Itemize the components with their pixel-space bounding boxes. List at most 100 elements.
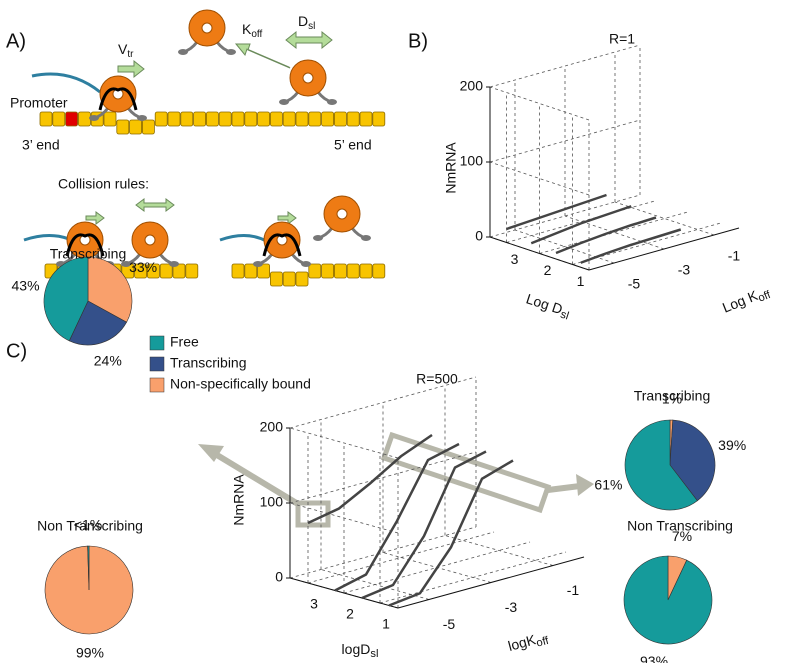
protein-foot [361,235,371,241]
dna-block [372,263,386,279]
arrow-head [576,474,594,496]
data-line [555,216,657,255]
arrow-head [198,444,224,462]
pie-slice [68,300,127,346]
grid-line [307,531,495,584]
dna-block [39,111,53,127]
y-axis-label: NmRNA [443,142,459,194]
legend-swatch [149,335,165,351]
legend-label: Transcribing [170,355,247,371]
label-text: logD [342,641,371,657]
dna-block [103,111,117,127]
label-sub: tr [127,49,134,60]
label-text: D [298,13,308,29]
chart-title: Non Transcribing [37,518,143,534]
dna-block [346,111,360,127]
dna-block [257,263,271,279]
dna-block [231,263,245,279]
dna-block [308,263,322,279]
data-line [388,459,514,607]
dna-block [134,263,148,279]
rna-arc [65,233,105,257]
rna-arc [98,87,138,111]
label-sub: sl [559,309,570,323]
label-text: Log D [524,290,564,317]
label-text: logK [506,631,538,654]
data-line [334,442,460,592]
pie-slice [87,545,90,591]
pie-slice [87,256,133,323]
label-sub: off [535,635,551,650]
z-tick-label: 1 [577,273,585,289]
label-sub: off [251,29,262,40]
legend-swatch [149,377,165,393]
data-line [506,193,607,231]
dna-block [65,111,78,127]
dna-block [359,263,373,279]
legend-label: Free [170,334,199,350]
dna-block [116,119,130,135]
dna-block [180,111,194,127]
x-tick-label: -3 [678,262,691,278]
chart-title: Transcribing [634,388,711,404]
label-sub: sl [308,21,315,32]
protein-foot [89,115,99,121]
grid-line [564,215,665,250]
panel-label: B) [408,30,428,52]
y-tick-label: 200 [460,78,484,94]
arrow [277,211,297,225]
dna-block [231,111,245,127]
dna-block [52,111,66,127]
arrow [117,59,145,79]
z-tick-label: 2 [346,606,354,622]
chart-title: Non Transcribing [627,518,733,534]
axis-label: logKoff [506,628,551,657]
dna-block [346,263,360,279]
axis-label: Log Koff [720,282,773,318]
protein-core [336,208,348,220]
data-label: 33% [129,259,157,275]
dna-block [333,111,347,127]
arrow-line [210,449,300,507]
protein-foot [327,99,337,105]
legend-label: Non-specifically bound [170,376,311,392]
grid-line [289,376,477,429]
data-label: 39% [718,437,746,453]
protein-foot [137,115,147,121]
label: Collision rules: [58,176,149,192]
dna-block [295,111,309,127]
protein-foot [313,235,323,241]
arrow [285,30,333,50]
protein-foot [253,261,263,267]
grid-line [289,427,399,459]
y-tick-label: 0 [275,569,283,585]
dna-block [308,111,322,127]
dna-block [244,111,258,127]
axis-label: logDsl [342,641,379,660]
y-tick-label: 0 [475,228,483,244]
x-tick-label: -5 [628,276,641,292]
dna-block [154,111,168,127]
label: Vtr [118,41,134,60]
dna-block [141,119,155,135]
axis-label: Log Dsl [523,290,572,322]
data-line [530,205,632,245]
label: Promoter [10,95,68,111]
dna-block [129,119,143,135]
dna-block [205,111,219,127]
pie-slice [623,555,713,645]
axis-line [397,556,585,609]
label: 3’ end [22,137,60,153]
dna-block [218,111,232,127]
label: Koff [242,21,263,40]
panel-label: A) [6,30,26,52]
grid-line [444,535,554,566]
dna-block [269,111,283,127]
dna-block [321,263,335,279]
dna-block [185,263,199,279]
axis-line [588,227,740,271]
z-tick-label: 3 [310,596,318,612]
protein-foot [178,49,188,55]
pie-slice [669,419,716,502]
annotation [198,431,594,528]
